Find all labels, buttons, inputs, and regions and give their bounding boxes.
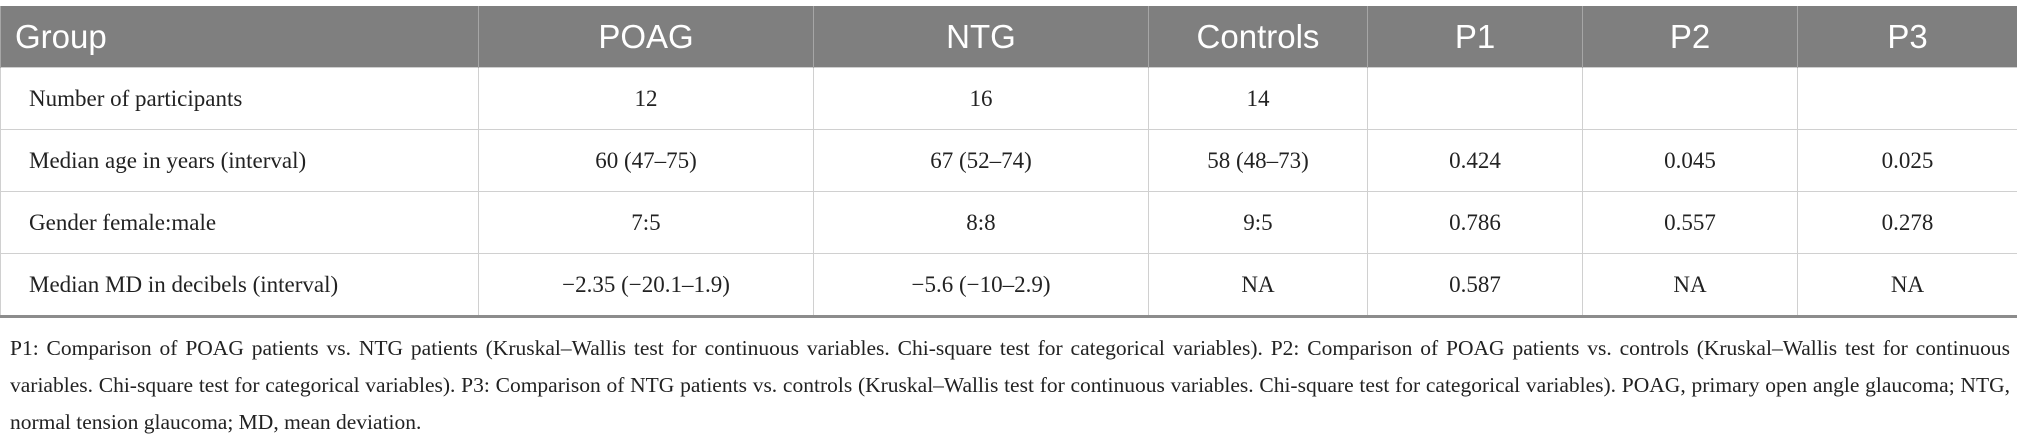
table-cell: 0.424 [1368,130,1583,192]
table-cell: 60 (47–75) [479,130,814,192]
table-cell: NA [1149,254,1368,317]
table-cell: NA [1798,254,2017,317]
table-row: Median age in years (interval)60 (47–75)… [1,130,2017,192]
header-cell: P2 [1583,6,1798,68]
table-cell: −5.6 (−10–2.9) [814,254,1149,317]
header-cell: NTG [814,6,1149,68]
table-cell: −2.35 (−20.1–1.9) [479,254,814,317]
table-cell: 67 (52–74) [814,130,1149,192]
header-cell: POAG [479,6,814,68]
table-cell [1368,68,1583,130]
header-cell: Controls [1149,6,1368,68]
table-cell [1583,68,1798,130]
table-cell: 14 [1149,68,1368,130]
table-cell: Median age in years (interval) [1,130,479,192]
table-cell: 7:5 [479,192,814,254]
footnote: P1: Comparison of POAG patients vs. NTG … [10,330,2010,441]
table-cell: NA [1583,254,1798,317]
table-cell: 8:8 [814,192,1149,254]
table-cell: Median MD in decibels (interval) [1,254,479,317]
header-cell: P3 [1798,6,2017,68]
table-cell: 0.557 [1583,192,1798,254]
table-cell: 0.587 [1368,254,1583,317]
table-cell [1798,68,2017,130]
table-cell: Number of participants [1,68,479,130]
table-cell: 0.045 [1583,130,1798,192]
header-cell: P1 [1368,6,1583,68]
table-cell: Gender female:male [1,192,479,254]
table-cell: 0.786 [1368,192,1583,254]
table-cell: 0.025 [1798,130,2017,192]
table-cell: 16 [814,68,1149,130]
table-cell: 0.278 [1798,192,2017,254]
table-cell: 58 (48–73) [1149,130,1368,192]
header-cell: Group [1,6,479,68]
table-cell: 12 [479,68,814,130]
table-row: Median MD in decibels (interval)−2.35 (−… [1,254,2017,317]
table-cell: 9:5 [1149,192,1368,254]
